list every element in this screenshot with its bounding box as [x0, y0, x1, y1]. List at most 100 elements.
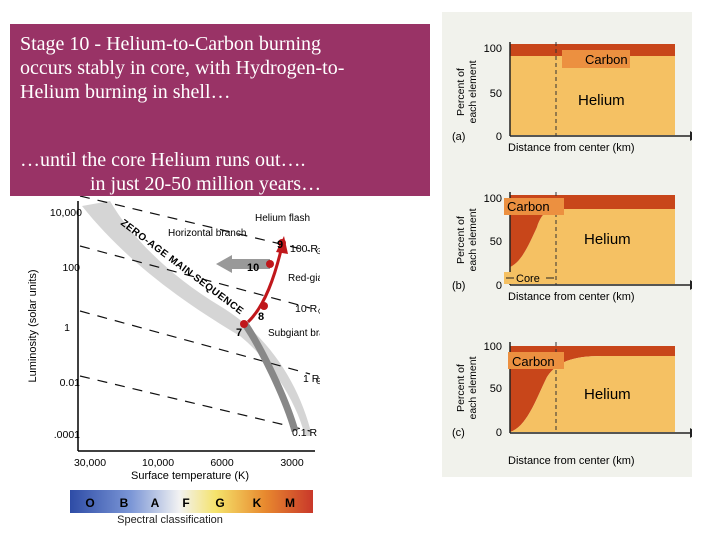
hr-ytick-3: 1: [64, 322, 70, 334]
annotation-horizontal-branch: Horizontal branch: [168, 228, 246, 239]
panel-b-ytick-0: 0: [496, 280, 502, 292]
title-line-1: Stage 10 - Helium-to-Carbon burning: [20, 33, 322, 55]
radius-line-0-1: [79, 375, 311, 432]
hr-ytick-2: 100: [62, 262, 80, 274]
composition-svg: 100 50 0 Percent of each element (a) Dis…: [452, 42, 692, 467]
panel-b-ytick-50: 50: [490, 236, 502, 248]
subtitle-line-2: in just 20-50 million years…: [90, 173, 322, 195]
spectral-class-m: M: [285, 496, 295, 510]
panel-a-ylabel-2: each element: [467, 60, 479, 123]
panel-c-ytick-100: 100: [484, 341, 502, 353]
spectral-class-g: G: [215, 496, 224, 510]
panel-b-ylabel-1: Percent of: [455, 216, 467, 264]
panel-c-helium-label: Helium: [584, 386, 631, 403]
hr-xtick-3: 6000: [210, 457, 234, 469]
svg-text:10 R: 10 R: [295, 303, 318, 315]
panel-c-tag: (c): [452, 427, 465, 439]
svg-text:1 R: 1 R: [303, 373, 320, 385]
panel-b-ylabel-2: each element: [467, 208, 479, 271]
panel-a-x-arrow: [690, 131, 692, 141]
spectral-label: Spectral classification: [117, 514, 223, 526]
panel-a-carbon-label: Carbon: [585, 52, 628, 67]
radius-line-100: [79, 196, 311, 252]
panel-c-ylabel-2: each element: [467, 356, 479, 419]
spectral-class-b: B: [120, 496, 129, 510]
panel-b-core-label: Core: [516, 273, 540, 285]
red-giant-track: [246, 245, 284, 324]
panel-a-carbon-label-box: [562, 50, 630, 68]
panel-a: 100 50 0 Percent of each element (a) Dis…: [452, 42, 692, 154]
radius-label-1: 1 R⊙: [303, 373, 320, 386]
panel-c-ylabel-1: Percent of: [455, 364, 467, 412]
hr-ytick-5: .0001: [54, 429, 80, 441]
panel-c: 100 50 0 Percent of each element (c) Dis…: [452, 341, 692, 467]
panel-c-x-arrow: [690, 428, 692, 438]
spectral-class-f: F: [182, 496, 189, 510]
panel-b-helium-band: [510, 209, 675, 284]
main-sequence-band: [82, 201, 312, 436]
panel-b-core-label-box: [504, 272, 554, 284]
slide-subtitle: …until the core Helium runs out…. in jus…: [20, 148, 420, 196]
panel-b-carbon-label: Carbon: [507, 199, 550, 214]
panel-c-helium-band: [510, 356, 675, 432]
stage-10-label: 10: [247, 262, 259, 274]
panel-a-tag: (a): [452, 131, 465, 143]
panel-b-ytick-100: 100: [484, 193, 502, 205]
spectral-bar: [70, 490, 313, 513]
spectral-class-o: O: [85, 496, 94, 510]
hr-x-axis-label: Surface temperature (K): [131, 470, 249, 482]
stage-8-label: 8: [258, 311, 264, 323]
panel-b-helium-label: Helium: [584, 231, 631, 248]
panel-a-ylabel-1: Percent of: [455, 68, 467, 116]
subgiant-track: [242, 322, 299, 432]
radius-label-10: 10 R⊙: [295, 303, 320, 316]
panel-b-x-arrow: [690, 280, 692, 290]
svg-text:⊙: ⊙: [315, 376, 320, 386]
title-line-3: Helium burning in shell…: [20, 81, 231, 103]
panel-c-xlabel: Distance from center (km): [508, 455, 635, 467]
stage-10-point: [266, 260, 274, 268]
hr-xtick-1: 30,000: [74, 457, 106, 469]
svg-text:⊙: ⊙: [317, 306, 320, 316]
annotation-red-giant-branch: Red-giant branch: [288, 273, 320, 284]
panel-a-ytick-100: 100: [484, 43, 502, 55]
hr-xtick-4: 3000: [280, 457, 304, 469]
panel-c-carbon-label-box: [508, 352, 564, 369]
title-line-2: occurs stably in core, with Hydrogen-to-: [20, 57, 345, 79]
svg-text:⊙: ⊙: [315, 246, 320, 256]
panel-a-xlabel: Distance from center (km): [508, 142, 635, 154]
svg-text:100 R: 100 R: [290, 243, 318, 255]
panel-b-xlabel: Distance from center (km): [508, 291, 635, 303]
stage-7-point: [240, 320, 248, 328]
hr-diagram: 10,000 100 1 0.01 .0001 Luminosity (sola…: [27, 196, 320, 513]
annotation-helium-flash: Helium flash: [255, 213, 310, 224]
panel-b-carbon-label-box: [504, 198, 564, 215]
slide-title: Stage 10 - Helium-to-Carbon burning occu…: [20, 32, 420, 104]
radius-line-10: [79, 245, 311, 309]
hr-y-axis-label: Luminosity (solar units): [27, 269, 39, 382]
spectral-class-k: K: [253, 496, 262, 510]
panel-c-ytick-0: 0: [496, 427, 502, 439]
annotation-subgiant-branch: Subgiant branch: [268, 328, 320, 339]
panel-c-carbon-label: Carbon: [512, 354, 555, 369]
hr-xtick-2: 10,000: [142, 457, 174, 469]
panel-a-helium-label: Helium: [578, 92, 625, 109]
subtitle-line-1: …until the core Helium runs out….: [20, 149, 306, 171]
panel-c-ytick-50: 50: [490, 383, 502, 395]
radius-line-1: [79, 310, 311, 375]
title-box: [10, 24, 430, 196]
stage-9-point: [278, 239, 286, 247]
hr-ytick-4: 0.01: [60, 377, 81, 389]
hr-ytick-1: 10,000: [50, 207, 82, 219]
horizontal-branch-arrowhead: [216, 255, 232, 273]
panel-b: 100 50 0 Percent of each element (b) Dis…: [452, 192, 692, 303]
stage-7-label: 7: [236, 327, 242, 339]
panel-a-ytick-50: 50: [490, 88, 502, 100]
panel-b-tag: (b): [452, 280, 465, 292]
radius-label-100: 100 R⊙: [290, 243, 320, 256]
svg-text:0.1 R: 0.1 R: [292, 427, 318, 439]
panel-a-ytick-0: 0: [496, 131, 502, 143]
panel-a-helium-band: [510, 56, 675, 135]
radius-label-0-1: 0.1 R⊙: [292, 427, 318, 439]
spectral-class-a: A: [151, 496, 160, 510]
